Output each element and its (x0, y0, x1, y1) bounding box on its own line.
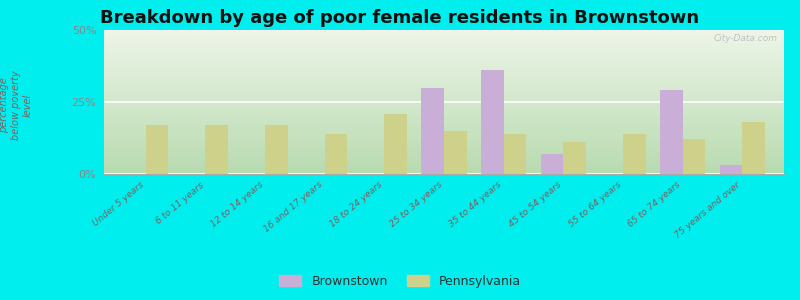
Bar (146, 125, 169, 174)
Bar (719, 165, 742, 174)
Bar (742, 122, 765, 174)
Bar (623, 134, 646, 174)
Bar (325, 134, 347, 174)
Text: Breakdown by age of poor female residents in Brownstown: Breakdown by age of poor female resident… (101, 9, 699, 27)
Bar (682, 140, 706, 174)
Text: percentage
below poverty
level: percentage below poverty level (0, 70, 33, 140)
Bar (444, 131, 466, 174)
Bar (504, 134, 526, 174)
Bar (541, 154, 563, 174)
Bar (481, 70, 504, 174)
Legend: Brownstown, Pennsylvania: Brownstown, Pennsylvania (279, 275, 521, 288)
Bar (422, 88, 444, 174)
Bar (206, 125, 228, 174)
Bar (265, 125, 288, 174)
Bar (660, 91, 682, 174)
Text: City-Data.com: City-Data.com (714, 34, 778, 43)
Bar (563, 142, 586, 174)
Bar (384, 113, 407, 174)
